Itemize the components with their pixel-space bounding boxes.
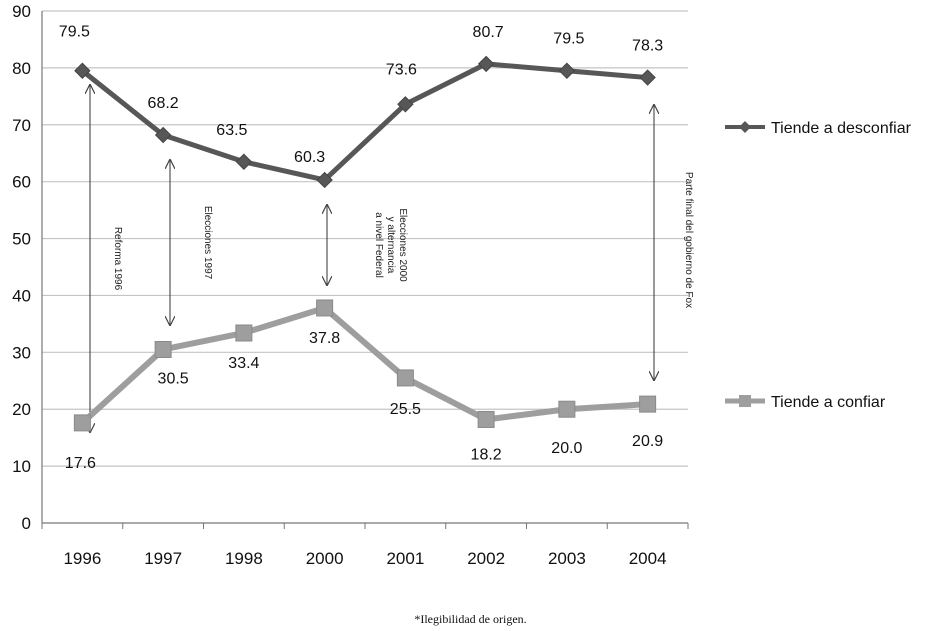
gridlines bbox=[42, 10, 688, 467]
x-tick-label: 2004 bbox=[629, 549, 667, 568]
data-point-square bbox=[154, 340, 172, 358]
annotation-line: Parte final del gobierno de Fox bbox=[683, 172, 694, 308]
data-point-diamond bbox=[397, 96, 414, 113]
legend-item-1: Tiende a confiar bbox=[725, 394, 886, 411]
data-point-diamond bbox=[235, 153, 253, 170]
data-label: 79.5 bbox=[553, 31, 584, 48]
annotation-line: Elecciones 1997 bbox=[202, 206, 213, 280]
series-line bbox=[80, 61, 648, 183]
legend-label: Tiende a confiar bbox=[771, 394, 886, 411]
data-label: 73.6 bbox=[386, 61, 417, 78]
data-label: 20.0 bbox=[551, 440, 582, 457]
y-tick-label: 80 bbox=[12, 59, 31, 78]
data-point-diamond bbox=[558, 62, 576, 79]
data-label: 33.4 bbox=[228, 355, 259, 372]
y-tick-label: 90 bbox=[12, 2, 31, 21]
annotation-line: Elecciones 2000 bbox=[397, 208, 408, 282]
data-label: 30.5 bbox=[158, 370, 189, 387]
data-point-diamond bbox=[477, 55, 495, 73]
data-label: 18.2 bbox=[471, 446, 502, 463]
data-point-square bbox=[316, 299, 334, 317]
data-label: 80.7 bbox=[473, 24, 504, 41]
y-tick-label: 20 bbox=[12, 400, 31, 419]
data-label: 17.6 bbox=[65, 455, 96, 472]
y-tick-label: 60 bbox=[12, 173, 31, 192]
annotations: Reforma 1996 Elecciones 1997 Elecciones 20… bbox=[90, 85, 694, 432]
data-label: 79.5 bbox=[59, 24, 90, 41]
legend-item-0: Tiende a desconfiar bbox=[725, 120, 912, 137]
x-tick-label: 1997 bbox=[144, 549, 182, 568]
x-tick-label: 2001 bbox=[386, 549, 424, 568]
x-tick-label: 2000 bbox=[306, 549, 344, 568]
y-tick-label: 30 bbox=[12, 343, 31, 362]
annotation-label: Reforma 1996 bbox=[112, 227, 123, 291]
footnote: *Ilegibilidad de origen. bbox=[414, 612, 527, 626]
data-label: 60.3 bbox=[294, 149, 325, 166]
data-point-square bbox=[73, 414, 91, 432]
data-point-square bbox=[235, 324, 253, 342]
x-tick-label: 1998 bbox=[225, 549, 263, 568]
legend: Tiende a desconfiar Tiende a confiar bbox=[725, 120, 912, 411]
data-label: 63.5 bbox=[216, 122, 247, 139]
line-chart: 0 10 20 30 40 50 60 70 80 90 1996 1997 1998 2000 2001 2… bbox=[12, 2, 912, 568]
series-group: 79.5 68.2 63.5 60.3 73.6 80.7 79.5 78.3 17.6 30.5… bbox=[59, 24, 663, 472]
data-label: 37.8 bbox=[309, 330, 340, 347]
series-line bbox=[80, 304, 648, 426]
annotation-line: Reforma 1996 bbox=[112, 227, 123, 291]
annotation-line: y alternancia bbox=[385, 217, 396, 274]
legend-marker-square bbox=[739, 395, 751, 407]
data-point-diamond bbox=[74, 62, 91, 79]
y-tick-label: 10 bbox=[12, 457, 31, 476]
data-point-diamond bbox=[639, 69, 656, 86]
series-0: 79.5 68.2 63.5 60.3 73.6 80.7 79.5 78.3 bbox=[59, 24, 663, 189]
annotation-line: a nivel Federal bbox=[373, 212, 384, 278]
legend-marker-diamond bbox=[739, 121, 751, 133]
x-tick-label: 2003 bbox=[548, 549, 586, 568]
data-point-square bbox=[477, 410, 495, 428]
data-point-square bbox=[396, 369, 414, 387]
axes: 0 10 20 30 40 50 60 70 80 90 1996 1997 1998 2000 2001 2… bbox=[12, 2, 689, 568]
y-tick-label: 40 bbox=[12, 286, 31, 305]
data-label: 68.2 bbox=[148, 95, 179, 112]
data-point-square bbox=[639, 395, 657, 413]
x-tick-label: 1996 bbox=[63, 549, 101, 568]
data-point-diamond bbox=[316, 171, 333, 189]
data-label: 20.9 bbox=[632, 433, 663, 450]
series-1: 17.6 30.5 33.4 37.8 25.5 18.2 20.0 20.9 bbox=[65, 299, 663, 472]
annotation-label: Parte final del gobierno de Fox bbox=[683, 172, 694, 308]
y-tick-label: 50 bbox=[12, 230, 31, 249]
y-tick-label: 70 bbox=[12, 116, 31, 135]
y-tick-label: 0 bbox=[22, 514, 31, 533]
x-tick-label: 2002 bbox=[467, 549, 505, 568]
legend-label: Tiende a desconfiar bbox=[771, 120, 912, 137]
annotation-label: Elecciones 1997 bbox=[202, 206, 213, 280]
data-point-square bbox=[558, 400, 576, 418]
data-label: 25.5 bbox=[390, 401, 421, 418]
annotation-label: Elecciones 2000y alternanciaa nivel Fede… bbox=[373, 208, 408, 282]
data-label: 78.3 bbox=[632, 38, 663, 55]
data-point-diamond bbox=[154, 126, 172, 144]
